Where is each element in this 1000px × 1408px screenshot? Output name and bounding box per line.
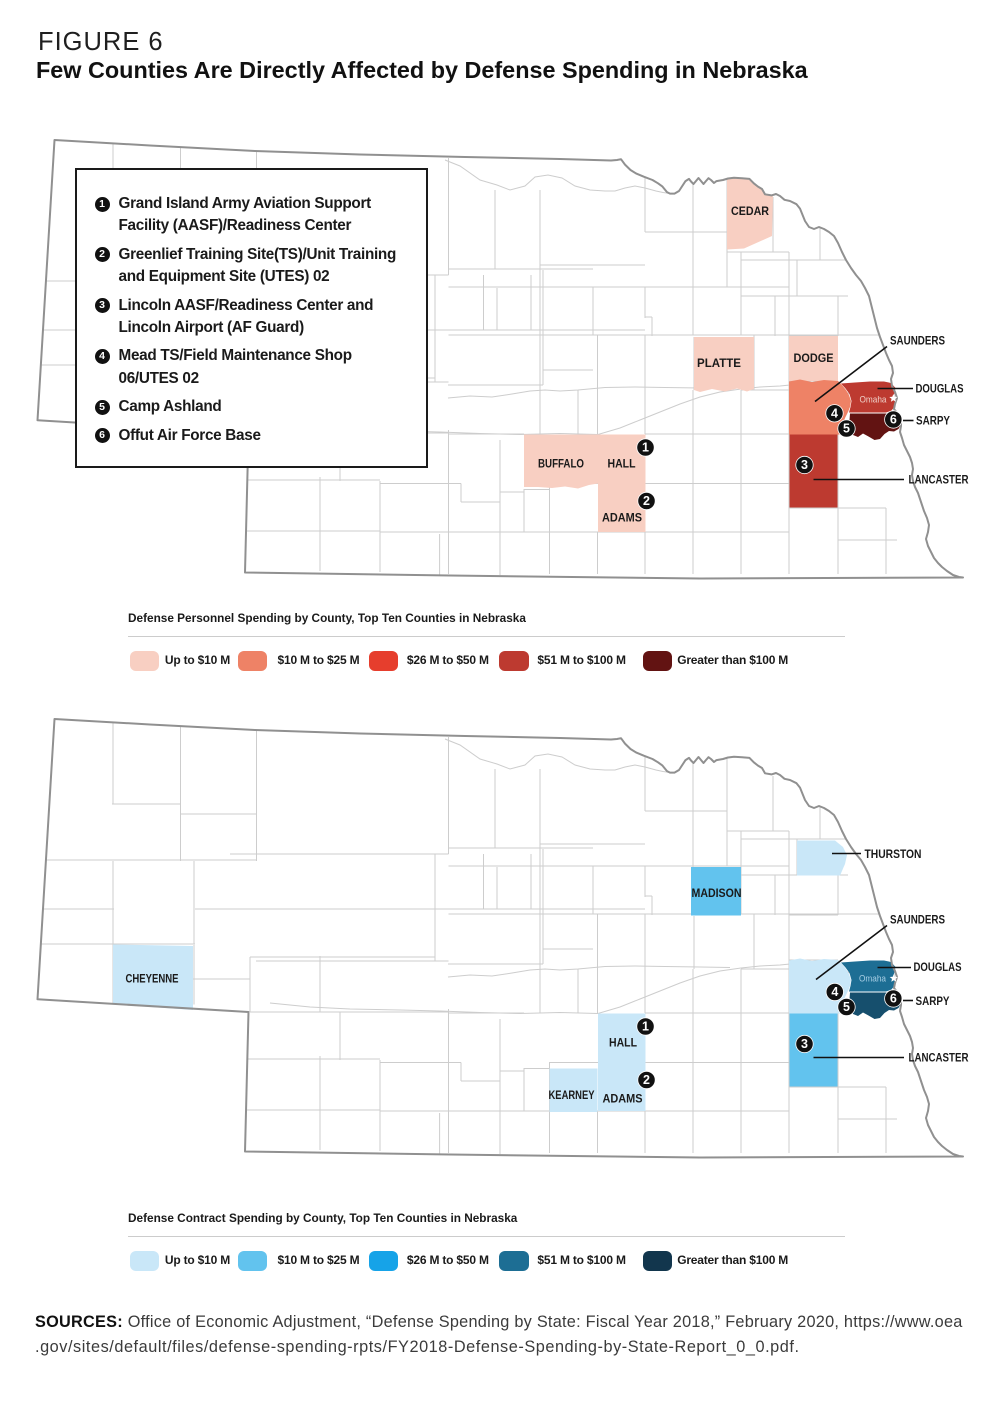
svg-text:5: 5 bbox=[843, 422, 850, 436]
svg-text:SARPY: SARPY bbox=[916, 416, 950, 428]
svg-text:3: 3 bbox=[801, 458, 808, 472]
svg-text:PLATTE: PLATTE bbox=[697, 358, 741, 370]
svg-text:ADAMS: ADAMS bbox=[602, 513, 642, 525]
svg-text:6: 6 bbox=[890, 992, 897, 1006]
svg-text:CEDAR: CEDAR bbox=[731, 206, 770, 218]
svg-text:1: 1 bbox=[642, 441, 649, 455]
svg-text:BUFFALO: BUFFALO bbox=[538, 459, 584, 471]
svg-text:Omaha: Omaha bbox=[859, 974, 887, 985]
svg-text:LANCASTER: LANCASTER bbox=[909, 475, 970, 487]
svg-text:4: 4 bbox=[831, 985, 838, 999]
svg-text:HALL: HALL bbox=[608, 459, 636, 471]
svg-text:CHEYENNE: CHEYENNE bbox=[126, 974, 179, 986]
svg-text:LANCASTER: LANCASTER bbox=[909, 1053, 970, 1065]
svg-text:DODGE: DODGE bbox=[794, 353, 834, 365]
svg-text:2: 2 bbox=[643, 494, 650, 508]
svg-text:SAUNDERS: SAUNDERS bbox=[890, 336, 945, 348]
svg-text:SARPY: SARPY bbox=[916, 996, 950, 1008]
svg-text:KEARNEY: KEARNEY bbox=[549, 1090, 595, 1102]
svg-text:DOUGLAS: DOUGLAS bbox=[916, 384, 964, 396]
svg-text:Omaha: Omaha bbox=[860, 395, 888, 406]
svg-text:MADISON: MADISON bbox=[692, 888, 742, 900]
svg-text:DOUGLAS: DOUGLAS bbox=[914, 962, 962, 974]
svg-text:THURSTON: THURSTON bbox=[865, 849, 922, 861]
svg-text:1: 1 bbox=[642, 1020, 649, 1034]
svg-text:6: 6 bbox=[890, 413, 897, 427]
svg-text:2: 2 bbox=[643, 1073, 650, 1087]
svg-text:SAUNDERS: SAUNDERS bbox=[890, 915, 945, 927]
svg-text:4: 4 bbox=[831, 407, 838, 421]
svg-text:ADAMS: ADAMS bbox=[603, 1094, 643, 1106]
svg-text:5: 5 bbox=[843, 1000, 850, 1014]
svg-text:3: 3 bbox=[801, 1037, 808, 1051]
svg-text:HALL: HALL bbox=[609, 1038, 637, 1050]
